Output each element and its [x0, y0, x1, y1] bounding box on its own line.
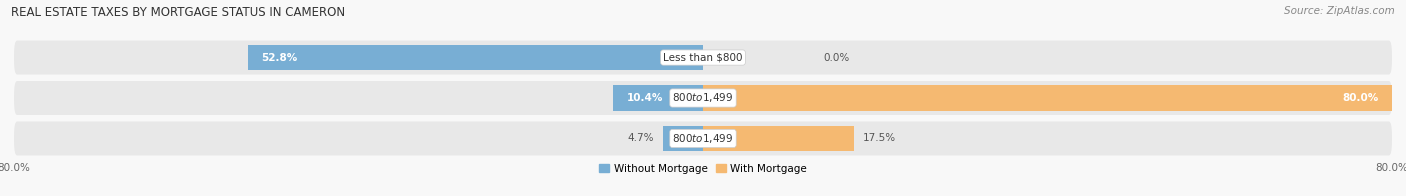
Text: 80.0%: 80.0%	[1343, 93, 1379, 103]
Legend: Without Mortgage, With Mortgage: Without Mortgage, With Mortgage	[595, 160, 811, 178]
Text: 10.4%: 10.4%	[626, 93, 662, 103]
Bar	[613, 85, 703, 111]
Text: REAL ESTATE TAXES BY MORTGAGE STATUS IN CAMERON: REAL ESTATE TAXES BY MORTGAGE STATUS IN …	[11, 6, 346, 19]
Bar	[249, 45, 703, 70]
Bar	[703, 126, 853, 151]
Text: 17.5%: 17.5%	[862, 133, 896, 143]
Text: 0.0%: 0.0%	[824, 53, 849, 63]
Text: 52.8%: 52.8%	[262, 53, 298, 63]
FancyBboxPatch shape	[14, 81, 1392, 115]
Text: Less than $800: Less than $800	[664, 53, 742, 63]
FancyBboxPatch shape	[14, 122, 1392, 155]
Text: 4.7%: 4.7%	[627, 133, 654, 143]
FancyBboxPatch shape	[14, 41, 1392, 74]
Text: $800 to $1,499: $800 to $1,499	[672, 132, 734, 145]
Bar	[703, 85, 1392, 111]
Text: $800 to $1,499: $800 to $1,499	[672, 92, 734, 104]
Bar	[662, 126, 703, 151]
Text: Source: ZipAtlas.com: Source: ZipAtlas.com	[1284, 6, 1395, 16]
